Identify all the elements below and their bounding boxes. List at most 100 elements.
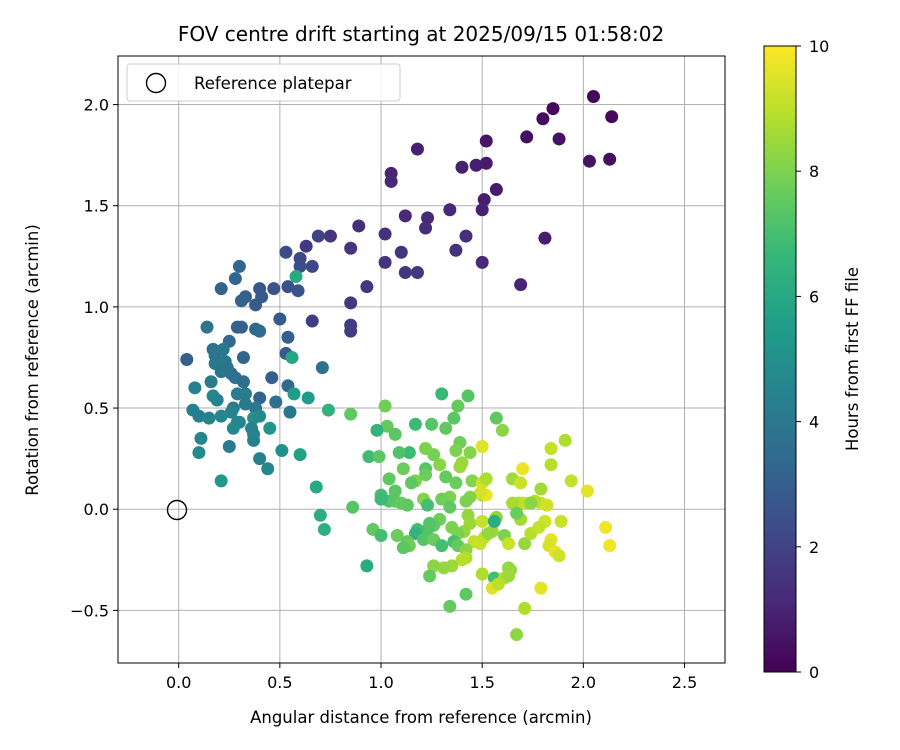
data-point (370, 423, 384, 437)
data-point (344, 324, 358, 338)
data-point (230, 320, 244, 334)
data-point (249, 298, 263, 312)
data-point (461, 389, 475, 403)
data-point (200, 320, 214, 334)
data-point (506, 496, 520, 510)
x-tick-label: 0.5 (267, 673, 292, 692)
data-point (477, 193, 491, 207)
data-point (321, 403, 335, 417)
data-point (465, 474, 479, 488)
data-point (372, 450, 386, 464)
data-point (293, 448, 307, 462)
data-point (435, 387, 449, 401)
data-point (388, 427, 402, 441)
data-point (495, 423, 509, 437)
colorbar-tick-label: 0 (809, 663, 819, 682)
data-point (475, 514, 489, 528)
data-point (247, 433, 261, 447)
data-point (394, 245, 408, 259)
data-point (489, 411, 503, 425)
data-point (455, 456, 469, 470)
data-point (518, 601, 532, 615)
data-point (439, 421, 453, 435)
colorbar-tick-label: 6 (809, 287, 819, 306)
data-point (309, 480, 323, 494)
data-point (449, 476, 463, 490)
data-point (449, 444, 463, 458)
data-point (279, 245, 293, 259)
data-point (265, 371, 279, 385)
data-point (378, 255, 392, 269)
data-point (582, 154, 596, 168)
data-point (267, 282, 281, 296)
data-point (299, 239, 313, 253)
data-point (408, 417, 422, 431)
data-point (289, 270, 303, 284)
data-point (510, 506, 524, 520)
data-point (475, 203, 489, 217)
data-point (313, 508, 327, 522)
y-tick-label: 1.0 (84, 298, 109, 317)
grid (118, 56, 725, 663)
data-point (417, 533, 431, 547)
data-point (210, 393, 224, 407)
y-axis-label: Rotation from reference (arcmin) (23, 224, 42, 496)
x-tick-label: 0.0 (166, 673, 191, 692)
data-point (443, 203, 457, 217)
x-tick-label: 2.0 (571, 673, 596, 692)
data-point (220, 361, 234, 375)
data-point (459, 587, 473, 601)
data-point (317, 522, 331, 536)
data-point (487, 514, 501, 528)
data-point (226, 421, 240, 435)
data-point (287, 387, 301, 401)
data-point (435, 492, 449, 506)
data-point (423, 516, 437, 530)
data-point (479, 472, 493, 486)
data-point (433, 458, 447, 472)
data-point (180, 353, 194, 366)
reference-marker (166, 499, 188, 521)
colorbar-label: Hours from first FF file (843, 267, 862, 451)
plot-frame (117, 55, 726, 664)
data-point (603, 539, 617, 553)
data-point (463, 446, 477, 460)
data-point (546, 102, 560, 116)
data-point (396, 541, 410, 555)
data-point (346, 500, 360, 514)
data-point (232, 259, 246, 273)
data-point (398, 265, 412, 279)
data-point (402, 446, 416, 460)
data-point (228, 272, 242, 286)
data-point (605, 110, 619, 124)
data-point (514, 278, 528, 292)
data-point (224, 405, 238, 419)
data-point (443, 599, 457, 613)
data-point (204, 375, 218, 389)
data-point (475, 440, 489, 454)
colorbar-gradient (763, 45, 797, 673)
data-point (378, 399, 392, 413)
data-point (192, 446, 206, 460)
x-tick-label: 1.0 (368, 673, 393, 692)
data-point (253, 324, 267, 338)
data-point (449, 243, 463, 257)
data-point (344, 241, 358, 255)
data-point (392, 446, 406, 460)
data-point (439, 470, 453, 484)
data-point (599, 520, 613, 534)
data-point (524, 496, 538, 510)
data-point (315, 361, 329, 375)
data-point (473, 486, 487, 500)
data-point (374, 529, 388, 543)
data-point (552, 132, 566, 146)
x-tick-label: 2.5 (672, 673, 697, 692)
data-point (514, 476, 528, 490)
data-point (360, 559, 374, 573)
data-point (202, 411, 216, 425)
data-point (283, 405, 297, 419)
colorbar: 0 2 4 6 8 10 Hours from first FF file (763, 37, 862, 682)
data-point (263, 421, 277, 435)
data-point (285, 350, 299, 364)
data-point (419, 468, 433, 482)
